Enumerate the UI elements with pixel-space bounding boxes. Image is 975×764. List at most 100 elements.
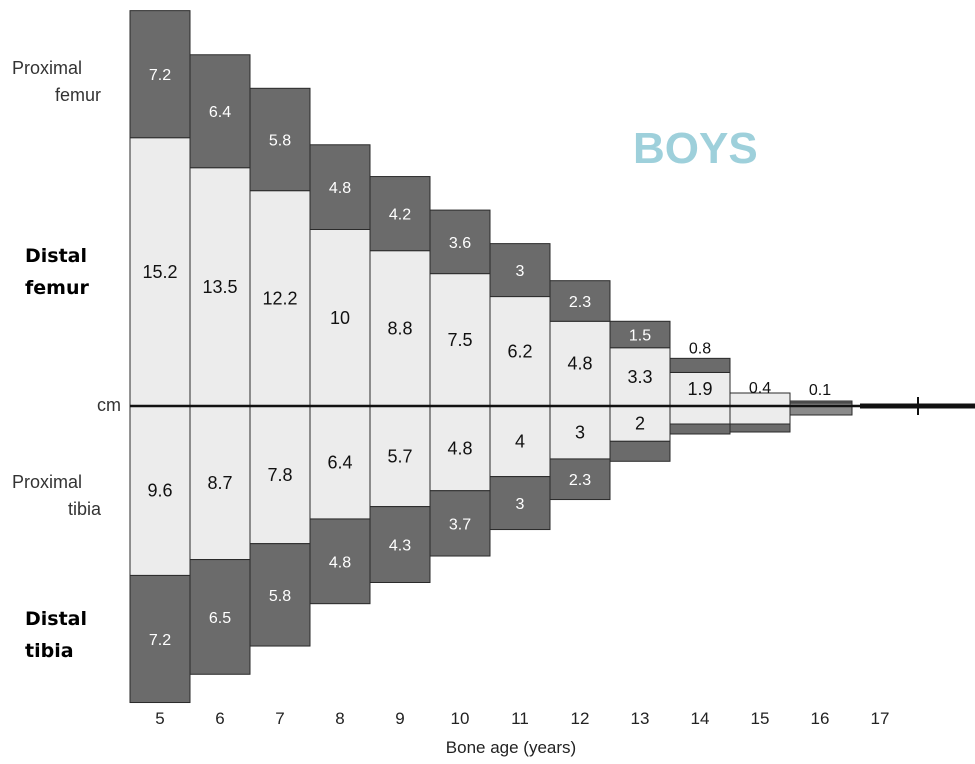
label-distal-tibia-line2: tibia [25,640,74,662]
value-distal-femur-14: 1.9 [687,379,712,399]
value-distal-femur-5: 15.2 [142,262,177,282]
value-proximal-femur-14: 0.8 [689,340,711,357]
value-distal-femur-11: 6.2 [507,341,532,361]
bar-distal-femur-14 [669,371,731,407]
bar-proximal-tibia-11 [489,405,551,478]
bar-proximal-femur-11 [489,243,551,298]
values-layer: 15.2 7.2 9.6 7.2 13.5 6.4 8.7 6.5 12.2 5.8 7.8 5.8 1… [142,67,831,649]
value-proximal-femur-15: 0.4 [749,380,771,397]
value-distal-tibia-8: 4.8 [329,554,351,571]
chart-title: BOYS [633,124,758,173]
x-tick-12: 12 [571,709,590,728]
bar-proximal-femur-9 [369,176,431,252]
label-proximal-tibia-line1: Proximal [12,472,82,492]
bar-proximal-femur-5 [129,10,191,139]
bar-distal-femur-5 [129,137,191,407]
bar-proximal-femur-12 [549,280,611,322]
bar-distal-femur-9 [369,250,431,407]
value-distal-femur-13: 3.3 [627,367,652,387]
value-distal-femur-8: 10 [330,308,350,328]
value-distal-tibia-11: 3 [516,496,525,513]
bar-proximal-tibia-14-unlabeled [669,405,731,425]
bar-distal-femur-10 [429,273,491,407]
bar-distal-tibia-9 [369,506,431,584]
label-proximal-femur-line1: Proximal [12,58,82,78]
bar-proximal-tibia-9 [369,405,431,508]
bar-distal-tibia-8 [309,518,371,605]
bar-distal-tibia-7 [249,543,311,647]
value-proximal-femur-8: 4.8 [329,180,351,197]
bar-proximal-femur-13 [609,320,671,349]
x-tick-16: 16 [811,709,830,728]
bar-proximal-femur-8 [309,144,371,230]
value-proximal-femur-16: 0.1 [809,382,831,399]
bar-distal-tibia-5 [129,574,191,704]
value-proximal-femur-6: 6.4 [209,104,231,121]
value-proximal-tibia-7: 7.8 [267,465,292,485]
value-distal-tibia-5: 7.2 [149,632,171,649]
value-proximal-femur-9: 4.2 [389,207,411,224]
value-distal-tibia-12: 2.3 [569,472,591,489]
value-proximal-femur-7: 5.8 [269,132,291,149]
value-distal-femur-9: 8.8 [387,318,412,338]
bars-layer [129,10,853,704]
label-distal-tibia-line1: Distal [25,608,87,630]
bar-distal-tibia-13-unlabeled [609,440,671,462]
bar-distal-tibia-14-unlabeled [669,423,731,435]
value-distal-femur-12: 4.8 [567,354,592,374]
bar-distal-tibia-12 [549,458,611,501]
value-distal-femur-6: 13.5 [202,277,237,297]
value-proximal-femur-12: 2.3 [569,294,591,311]
x-tick-8: 8 [335,709,344,728]
bar-distal-tibia-11 [489,476,551,531]
x-axis-title: Bone age (years) [446,738,576,757]
bar-proximal-tibia-15-unlabeled [729,405,791,425]
x-tick-10: 10 [451,709,470,728]
value-distal-femur-7: 12.2 [262,288,297,308]
value-distal-tibia-7: 5.8 [269,588,291,605]
bar-distal-femur-11 [489,296,551,407]
bar-proximal-femur-10 [429,209,491,275]
value-distal-femur-10: 7.5 [447,330,472,350]
value-proximal-tibia-13: 2 [635,414,645,434]
x-tick-11: 11 [511,709,529,728]
label-proximal-tibia-line2: tibia [68,499,102,519]
value-proximal-tibia-8: 6.4 [327,452,352,472]
bar-proximal-femur-7 [249,87,311,192]
bar-distal-femur-12 [549,320,611,407]
x-tick-9: 9 [395,709,404,728]
value-proximal-femur-10: 3.6 [449,235,471,252]
bar-proximal-femur-14 [669,357,731,373]
value-proximal-femur-11: 3 [516,263,525,280]
value-proximal-femur-13: 1.5 [629,328,651,345]
label-proximal-femur-line2: femur [55,85,101,105]
value-proximal-femur-5: 7.2 [149,67,171,84]
label-distal-femur-line1: Distal [25,245,87,267]
x-tick-6: 6 [215,709,224,728]
value-distal-tibia-6: 6.5 [209,610,231,627]
x-tick-labels: 5 6 7 8 9 10 11 12 13 14 15 16 17 [155,709,889,728]
x-tick-15: 15 [751,709,770,728]
x-tick-17: 17 [871,709,890,728]
bar-proximal-femur-6 [189,54,251,169]
bar-distal-tibia-15-unlabeled [729,423,791,433]
x-tick-5: 5 [155,709,164,728]
bar-distal-femur-6 [189,167,251,407]
x-tick-13: 13 [631,709,650,728]
value-proximal-tibia-12: 3 [575,422,585,442]
value-distal-tibia-9: 4.3 [389,538,411,555]
x-tick-7: 7 [275,709,284,728]
bar-distal-tibia-6 [189,559,251,675]
x-tick-14: 14 [691,709,710,728]
value-proximal-tibia-9: 5.7 [387,446,412,466]
value-proximal-tibia-6: 8.7 [207,473,232,493]
value-proximal-tibia-10: 4.8 [447,438,472,458]
unit-label: cm [97,395,121,415]
value-proximal-tibia-11: 4 [515,431,525,451]
bar-distal-femur-8 [309,229,371,407]
bar-proximal-tibia-10 [429,405,491,492]
value-distal-tibia-10: 3.7 [449,516,471,533]
value-proximal-tibia-5: 9.6 [147,481,172,501]
